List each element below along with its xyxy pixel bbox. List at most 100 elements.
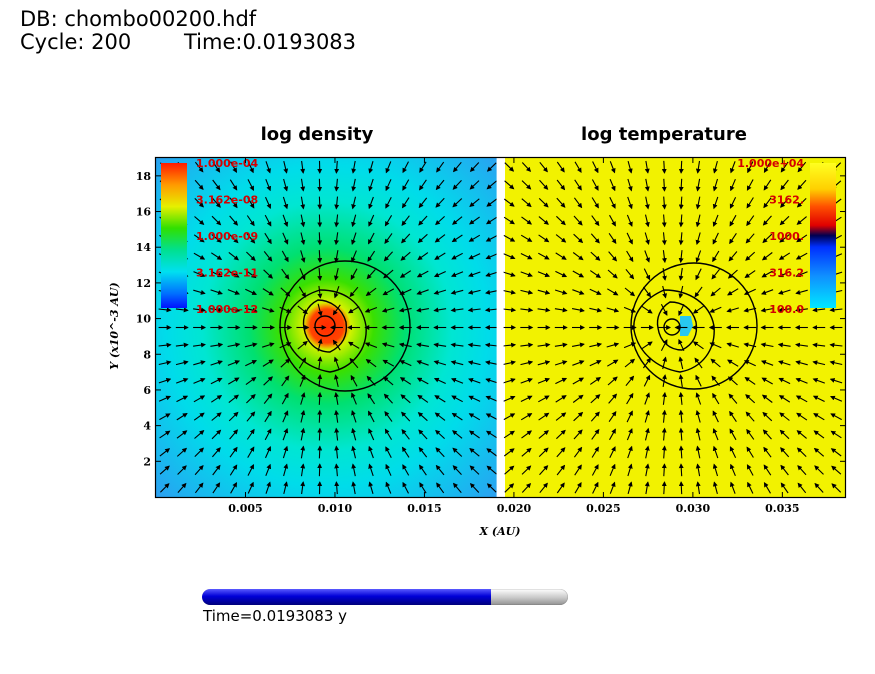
velocity-arrow bbox=[728, 393, 738, 404]
velocity-arrow bbox=[712, 214, 719, 227]
velocity-arrow bbox=[695, 463, 701, 477]
velocity-arrow bbox=[435, 447, 445, 458]
velocity-arrow bbox=[332, 304, 341, 316]
velocity-arrow bbox=[780, 447, 790, 458]
velocity-arrow bbox=[399, 360, 412, 367]
velocity-arrow bbox=[520, 378, 533, 384]
velocity-arrow bbox=[777, 342, 791, 348]
velocity-arrow bbox=[175, 360, 189, 366]
velocity-arrow bbox=[246, 428, 255, 440]
velocity-arrow bbox=[211, 412, 222, 421]
velocity-arrow bbox=[264, 214, 272, 227]
velocity-arrow bbox=[503, 448, 515, 457]
velocity-arrow bbox=[176, 377, 189, 384]
velocity-arrow bbox=[607, 288, 619, 296]
velocity-arrow bbox=[623, 306, 637, 313]
velocity-arrow bbox=[417, 394, 429, 403]
velocity-arrow bbox=[450, 289, 464, 295]
velocity-arrow bbox=[364, 306, 378, 313]
velocity-arrow bbox=[281, 250, 289, 263]
velocity-arrow bbox=[383, 269, 394, 279]
velocity-arrow bbox=[194, 482, 204, 494]
y-tick-label: 18 bbox=[136, 170, 152, 183]
velocity-arrow bbox=[435, 197, 445, 208]
velocity-arrow bbox=[589, 360, 602, 367]
velocity-arrow bbox=[678, 339, 685, 352]
velocity-arrow bbox=[385, 446, 392, 458]
velocity-arrow bbox=[539, 465, 549, 476]
velocity-arrow bbox=[779, 215, 790, 226]
y-tick-label: 10 bbox=[136, 313, 152, 326]
velocity-arrow bbox=[778, 395, 791, 403]
velocity-arrow bbox=[486, 483, 497, 493]
velocity-arrow bbox=[537, 342, 551, 348]
velocity-arrow bbox=[813, 447, 825, 457]
velocity-arrow bbox=[211, 234, 222, 243]
velocity-arrow bbox=[469, 198, 480, 208]
velocity-arrow bbox=[571, 307, 585, 313]
velocity-arrow bbox=[710, 287, 721, 297]
velocity-arrow bbox=[158, 395, 172, 402]
velocity-arrow bbox=[485, 235, 498, 242]
velocity-arrow bbox=[728, 251, 738, 262]
velocity-arrow bbox=[503, 289, 516, 295]
velocity-arrow bbox=[317, 267, 323, 281]
velocity-arrow bbox=[795, 252, 808, 260]
y-tick-label: 16 bbox=[136, 206, 152, 219]
velocity-arrow bbox=[660, 304, 668, 316]
velocity-arrow bbox=[351, 463, 357, 477]
temperature-colorbar-label: 1.000e+04 bbox=[737, 157, 804, 170]
velocity-arrow bbox=[417, 252, 429, 261]
velocity-arrow bbox=[644, 410, 650, 423]
velocity-arrow bbox=[503, 253, 516, 260]
velocity-arrow bbox=[469, 180, 480, 190]
velocity-arrow bbox=[245, 376, 257, 386]
velocity-arrow bbox=[283, 463, 289, 477]
velocity-arrow bbox=[555, 412, 567, 421]
velocity-arrow bbox=[644, 214, 650, 228]
velocity-arrow bbox=[450, 307, 464, 313]
velocity-arrow bbox=[229, 446, 238, 458]
velocity-arrow bbox=[246, 394, 256, 404]
velocity-arrow bbox=[451, 234, 463, 243]
velocity-arrow bbox=[760, 342, 774, 348]
velocity-arrow bbox=[158, 378, 172, 384]
velocity-arrow bbox=[212, 179, 221, 191]
velocity-arrow bbox=[383, 376, 394, 386]
velocity-arrow bbox=[398, 307, 412, 313]
velocity-arrow bbox=[229, 429, 239, 440]
velocity-arrow bbox=[385, 463, 392, 476]
velocity-arrow bbox=[556, 161, 565, 173]
velocity-arrow bbox=[539, 179, 549, 190]
velocity-arrow bbox=[627, 481, 633, 495]
velocity-arrow bbox=[661, 232, 667, 246]
velocity-arrow bbox=[745, 394, 756, 404]
velocity-arrow bbox=[419, 161, 427, 173]
velocity-arrow bbox=[435, 429, 445, 440]
velocity-arrow bbox=[695, 374, 702, 387]
velocity-arrow bbox=[317, 303, 323, 317]
density-colorbar-label: 1.000e-09 bbox=[196, 230, 258, 243]
velocity-arrow bbox=[795, 289, 808, 295]
velocity-arrow bbox=[299, 268, 306, 281]
velocity-arrow bbox=[247, 161, 254, 174]
velocity-arrow bbox=[678, 391, 684, 405]
velocity-arrow bbox=[368, 178, 374, 192]
velocity-arrow bbox=[467, 342, 481, 348]
velocity-arrow bbox=[193, 412, 205, 421]
velocity-arrow bbox=[299, 374, 306, 387]
velocity-arrow bbox=[590, 233, 600, 244]
velocity-arrow bbox=[469, 482, 480, 493]
velocity-arrow bbox=[607, 376, 618, 386]
velocity-arrow bbox=[644, 196, 650, 210]
velocity-arrow bbox=[661, 160, 667, 174]
velocity-arrow bbox=[228, 251, 239, 261]
velocity-arrow bbox=[609, 196, 616, 209]
velocity-arrow bbox=[467, 360, 481, 366]
velocity-arrow bbox=[504, 162, 515, 172]
velocity-arrow bbox=[643, 374, 651, 387]
velocity-arrow bbox=[592, 161, 599, 174]
velocity-arrow bbox=[210, 342, 224, 348]
velocity-arrow bbox=[831, 465, 842, 475]
velocity-arrow bbox=[712, 160, 718, 174]
